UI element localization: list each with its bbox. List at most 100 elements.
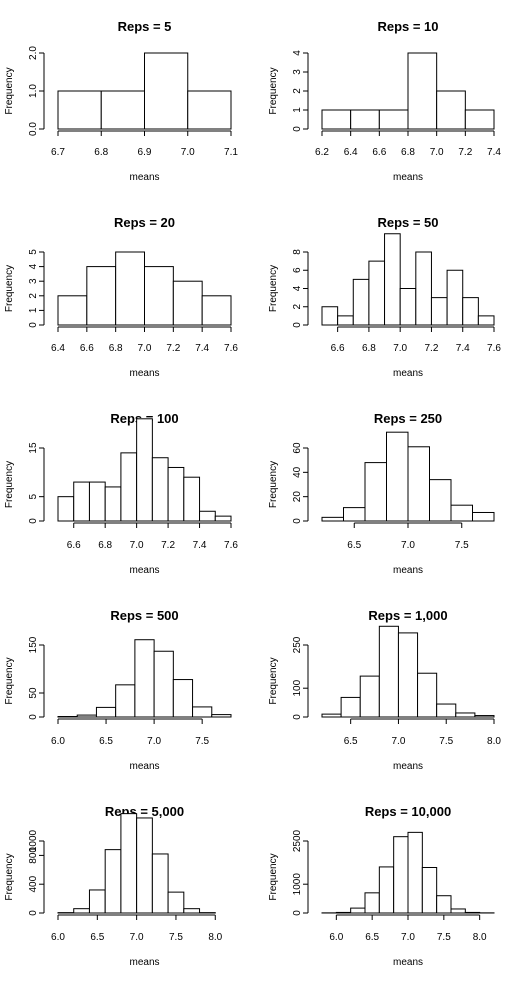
- histogram-bar: [151, 853, 169, 914]
- y-axis-label: Frequency: [4, 265, 15, 312]
- y-tick-label: 2: [28, 293, 39, 299]
- histogram-bar: [134, 639, 155, 718]
- histogram-bar: [76, 714, 97, 718]
- histogram-bar: [73, 908, 90, 914]
- y-tick-label: 0: [292, 714, 303, 720]
- histogram-bar: [407, 831, 423, 914]
- y-tick-label: 800: [28, 847, 39, 864]
- histogram-bar: [88, 481, 106, 522]
- histogram-bar: [192, 706, 213, 718]
- histogram-panel-6: Reps = 250 6.5 7.0 7.5 0 20 40 60 means Frequency: [268, 411, 495, 576]
- panel-title: Reps = 20: [114, 215, 175, 230]
- histogram-bar: [364, 892, 380, 914]
- x-axis-label: means: [129, 957, 159, 968]
- histogram-bar: [100, 90, 145, 130]
- panel-title: Reps = 500: [110, 608, 178, 623]
- histogram-bar: [450, 504, 473, 522]
- histogram-bar: [167, 891, 185, 914]
- histogram-bar: [436, 895, 452, 914]
- x-axis-label: means: [129, 761, 159, 772]
- x-tick-label: 7.5: [195, 736, 209, 747]
- histogram-bar: [429, 479, 452, 522]
- histogram-bar: [350, 907, 366, 914]
- y-tick-label: 2.0: [28, 46, 39, 60]
- x-tick-label: 7.0: [130, 932, 144, 943]
- histogram-bar: [407, 52, 438, 130]
- y-tick-label: 1000: [28, 829, 39, 852]
- y-tick-label: 4: [28, 263, 39, 269]
- y-axis-label: Frequency: [4, 657, 15, 704]
- y-tick-label: 3: [292, 69, 303, 75]
- y-axis-label: Frequency: [4, 67, 15, 114]
- y-axis-label: Frequency: [268, 265, 279, 312]
- x-tick-label: 7.0: [401, 540, 415, 551]
- x-axis-label: means: [129, 172, 159, 183]
- y-tick-label: 60: [292, 442, 303, 454]
- panel-title: Reps = 1,000: [368, 608, 447, 623]
- histogram-bar: [436, 90, 466, 130]
- histogram-bar: [120, 452, 138, 522]
- histogram-bar: [172, 280, 203, 326]
- x-axis-label: means: [393, 761, 423, 772]
- histogram-bar: [430, 297, 448, 326]
- histogram-bar: [450, 908, 466, 914]
- histogram-panel-5: Reps = 1006.66.87.07.27.47.60515meansFre…: [4, 411, 238, 576]
- x-tick-label: 6.8: [109, 343, 123, 354]
- y-tick-label: 50: [28, 687, 39, 699]
- y-axis-label: Frequency: [268, 461, 279, 508]
- x-tick-label: 7.5: [169, 932, 183, 943]
- y-tick-label: 2: [292, 304, 303, 310]
- x-tick-label: 7.2: [161, 540, 175, 551]
- y-axis-label: Frequency: [268, 657, 279, 704]
- histogram-bar: [57, 90, 102, 130]
- y-tick-label: 150: [28, 636, 39, 653]
- panel-title: Reps = 50: [377, 215, 438, 230]
- histogram-bar: [144, 266, 174, 326]
- histogram-bar: [115, 684, 136, 718]
- y-tick-label: 20: [292, 491, 303, 503]
- histogram-bar: [321, 109, 352, 130]
- x-tick-label: 7.0: [130, 540, 144, 551]
- histogram-bar: [321, 306, 339, 326]
- y-tick-label: 0: [292, 910, 303, 916]
- histogram-bar: [120, 813, 138, 914]
- x-tick-label: 6.0: [329, 932, 343, 943]
- histogram-bar: [335, 911, 352, 914]
- histogram-bar: [153, 650, 174, 718]
- y-tick-label: 40: [292, 466, 303, 478]
- x-axis-label: means: [393, 957, 423, 968]
- x-tick-label: 7.5: [455, 540, 469, 551]
- histogram-bar: [144, 52, 189, 130]
- x-tick-label: 6.0: [51, 932, 65, 943]
- panel-title: Reps = 5: [118, 19, 172, 34]
- x-tick-label: 7.6: [487, 343, 501, 354]
- x-tick-label: 7.6: [224, 540, 238, 551]
- histogram-bar: [57, 496, 75, 522]
- histogram-bar: [321, 713, 342, 718]
- histogram-panel-10: Reps = 10,000 6.0 6.5 7.0 7.5 8.0 0 1000 2500 mea…: [268, 804, 495, 968]
- histogram-panel-8: Reps = 1,000 6.5 7.0 7.5 8.0 0 100 250 means Freq…: [268, 608, 501, 772]
- x-tick-label: 7.4: [193, 540, 207, 551]
- histogram-panel-2: Reps = 10 6.2 6.4 6.6 6.8 7.0 7.2 7.4 0 1 2 3 4 means…: [268, 19, 501, 183]
- histogram-bar: [337, 315, 354, 326]
- histogram-bar: [187, 90, 232, 130]
- histogram-bar: [343, 507, 366, 522]
- x-tick-label: 6.9: [138, 147, 152, 158]
- x-tick-label: 6.5: [344, 736, 358, 747]
- x-tick-label: 7.4: [195, 343, 209, 354]
- x-tick-label: 7.2: [425, 343, 439, 354]
- x-tick-label: 7.0: [147, 736, 161, 747]
- histogram-bar: [167, 466, 185, 522]
- y-tick-label: 3: [28, 278, 39, 284]
- panel-title: Reps = 10,000: [365, 804, 451, 819]
- x-tick-label: 7.5: [439, 736, 453, 747]
- histogram-bar: [95, 706, 117, 718]
- x-tick-label: 7.0: [391, 736, 405, 747]
- histogram-bar: [421, 866, 438, 914]
- x-tick-label: 6.5: [365, 932, 379, 943]
- x-tick-label: 8.0: [487, 736, 501, 747]
- y-axis-label: Frequency: [4, 853, 15, 900]
- y-tick-label: 0: [292, 518, 303, 524]
- histogram-bar: [321, 516, 344, 522]
